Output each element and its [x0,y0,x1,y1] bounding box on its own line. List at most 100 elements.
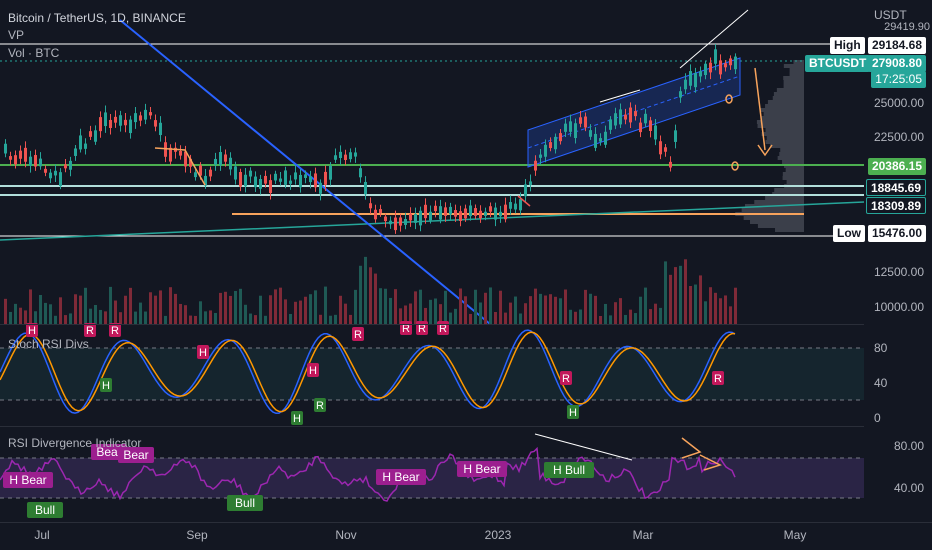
candle-body [39,158,42,167]
candle-body [54,170,57,176]
candle-body [339,151,342,158]
volume-bar [9,311,12,324]
stoch-label-text: H [309,365,317,377]
volume-bar [624,314,627,324]
candle-body [244,174,247,187]
rsi-label-badge [457,461,507,477]
stoch-label-badge [100,378,112,392]
indicator-vp-legend[interactable]: VP [8,28,25,42]
candle-body [249,170,252,177]
high-label: High [830,37,865,54]
candle-body [594,133,597,148]
candle-body [509,202,512,209]
candle-body [99,117,102,132]
volume-bar [664,261,667,324]
volume-bar [629,309,632,324]
candle-body [649,120,652,131]
volume-bar [404,305,407,324]
candle-body [89,131,92,137]
candle-body [454,210,457,217]
candle-body [489,206,492,212]
candle-body [559,133,562,142]
volume-bar [339,295,342,324]
volume-bar [389,297,392,324]
candle-body [84,143,87,149]
pane-separator[interactable] [0,324,864,325]
candle-body [374,209,377,220]
candle-body [169,147,172,162]
rsi-label-badge [544,462,594,478]
volume-bar [64,315,67,324]
annotation-arrowhead [757,144,773,157]
volume-bar [129,287,132,324]
candle-body [149,112,152,116]
volume-bar [574,311,577,324]
candle-body [79,135,82,150]
volume-bar [29,289,32,324]
rsi-label-text: H Bear [382,470,419,484]
stoch-label-text: H [28,325,36,337]
pane-separator[interactable] [0,426,864,427]
volume-bar [659,307,662,324]
candle-body [684,79,687,90]
rsi-pane-title[interactable]: RSI Divergence Indicator [8,436,142,450]
stoch-bear-divergence-label: R [712,371,724,385]
candle-body [644,113,647,124]
candle-body [184,151,187,167]
volume-bar [449,312,452,324]
candle-body [414,213,417,223]
level-price-tag: 20386.15 [867,158,926,175]
volume-bar [554,296,557,324]
stoch-label-text: R [562,373,570,385]
candle-body [29,156,32,166]
annotation-circle [731,161,739,171]
volume-bar [399,308,402,324]
volume-bar [474,289,477,324]
volume-tick: 10000.00 [873,300,924,314]
candle-body [194,172,197,178]
stoch-label-badge [567,405,579,419]
candle-body [264,175,267,184]
volume-bar [379,288,382,324]
rsi-label-badge [118,447,154,463]
candle-body [689,71,692,86]
candle-body [144,109,147,120]
candle-body [529,181,532,185]
volume-bar [144,311,147,324]
currency-label: USDT [874,8,907,22]
symbol-legend[interactable]: Bitcoin / TetherUS, 1D, BINANCE [8,11,186,25]
candle-body [549,142,552,149]
volume-bar [564,289,567,324]
stoch-label-badge [712,371,724,385]
candle-body [464,208,467,219]
stoch-d-line [0,331,735,413]
candle-body [304,174,307,178]
volume-bar [609,315,612,324]
candle-body [439,206,442,220]
volume-bar [269,295,272,324]
candle-body [539,154,542,158]
indicator-volume-legend[interactable]: Vol · BTC [8,46,60,60]
volume-bar [14,303,17,324]
candle-body [704,63,707,76]
volume-bar [549,294,552,324]
stoch-pane-title[interactable]: Stoch RSI Divs [8,337,89,351]
volume-bar [214,312,217,324]
volume-bar [309,294,312,324]
volume-bar [614,302,617,324]
candle-body [379,209,382,214]
volume-bar [4,298,7,324]
volume-bar [709,287,712,324]
volume-bar [604,303,607,324]
candle-body [349,152,352,160]
rsi-bull-divergence-label: Bull [27,502,63,518]
volume-bar [114,300,117,324]
candle-body [274,173,277,181]
candle-body [269,180,272,193]
volume-bar [174,293,177,324]
volume-bar [439,304,442,324]
time-label: Nov [335,528,357,542]
candle-body [629,107,632,123]
